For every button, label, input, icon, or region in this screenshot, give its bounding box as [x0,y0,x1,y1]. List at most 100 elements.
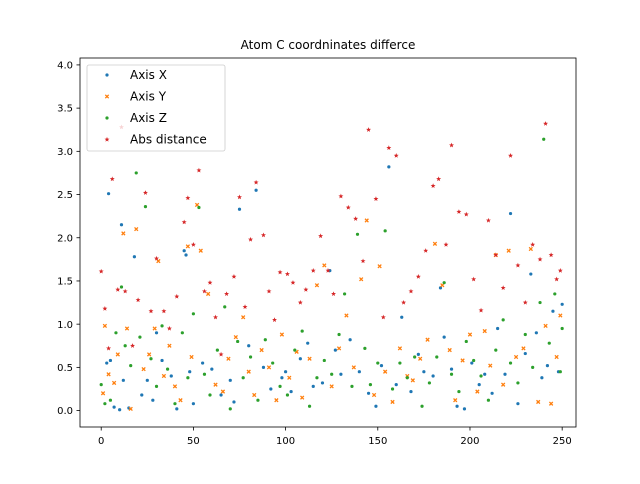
data-point [233,334,238,340]
data-point [400,315,404,319]
x-tick-label: 100 [276,436,295,447]
data-point [479,374,483,378]
data-point [558,370,562,374]
data-point [376,361,380,365]
data-point [508,153,514,158]
data-point [154,331,159,335]
data-point [506,248,511,253]
y-tick-label: 0.5 [57,363,73,374]
y-tick-label: 0.0 [57,406,73,417]
data-point [143,205,148,209]
data-point [290,280,296,285]
data-point [315,376,319,380]
data-point [253,179,259,185]
data-point [534,331,538,335]
data-point [119,285,124,289]
data-point [247,344,251,348]
data-point [231,274,237,279]
data-point [123,344,127,348]
data-point [436,176,442,182]
data-point [430,183,436,188]
data-point [108,398,113,402]
data-point [482,328,487,334]
data-point [442,335,446,339]
data-point [405,376,409,380]
data-point [427,381,432,385]
data-points [98,121,564,412]
data-point [175,407,179,411]
data-point [560,326,564,331]
data-point [377,264,382,269]
data-point [297,299,303,305]
data-point [477,383,481,387]
data-point [130,343,136,348]
data-point [503,372,507,376]
data-point [263,338,267,342]
data-point [418,356,423,361]
data-point [185,195,191,201]
legend-marker [105,73,109,77]
data-point [330,372,334,376]
data-point [242,304,248,309]
data-point [105,361,109,365]
data-point [545,364,550,368]
data-point [307,356,312,361]
data-point [148,308,154,314]
legend-label: Axis Z [130,111,167,125]
data-point [189,354,194,360]
data-point [548,252,554,258]
data-point [485,217,491,223]
data-point [205,291,211,297]
data-point [530,242,536,247]
data-point [180,331,184,335]
data-point [331,291,336,297]
data-point [516,381,520,385]
data-point [178,398,183,403]
data-point [440,283,445,288]
data-point [266,288,272,294]
data-point [470,361,474,365]
data-point [490,391,494,395]
data-point [124,326,130,331]
data-point [165,367,170,371]
data-point [449,367,454,371]
data-point [383,369,388,374]
data-point [355,232,360,236]
data-point [543,323,548,329]
data-point [237,207,242,211]
data-point [215,348,219,352]
data-point [386,145,392,150]
x-tick-label: 0 [98,436,104,447]
data-point [154,384,159,388]
data-point [351,365,356,370]
data-point [122,288,128,294]
data-point [140,393,144,397]
data-point [408,288,414,294]
data-point [379,364,384,368]
data-point [202,372,207,376]
data-point [359,277,364,282]
data-point [197,205,201,210]
data-point [246,369,251,374]
data-point [394,383,398,387]
data-point [191,312,195,316]
data-point [248,355,253,359]
data-point [191,402,195,406]
data-point [261,365,266,369]
data-point [106,192,111,196]
data-point [252,392,257,398]
data-point [551,309,555,313]
data-point [266,365,272,370]
data-point [314,283,320,288]
data-point [300,329,304,333]
data-point [224,291,230,297]
data-point [219,393,223,397]
legend-item: Axis Z [105,111,167,125]
data-point [248,236,254,242]
data-point [160,324,164,328]
data-point [420,404,424,408]
data-point [320,381,325,385]
x-tick-label: 50 [187,436,200,447]
data-point [142,190,148,195]
data-point [456,209,462,214]
